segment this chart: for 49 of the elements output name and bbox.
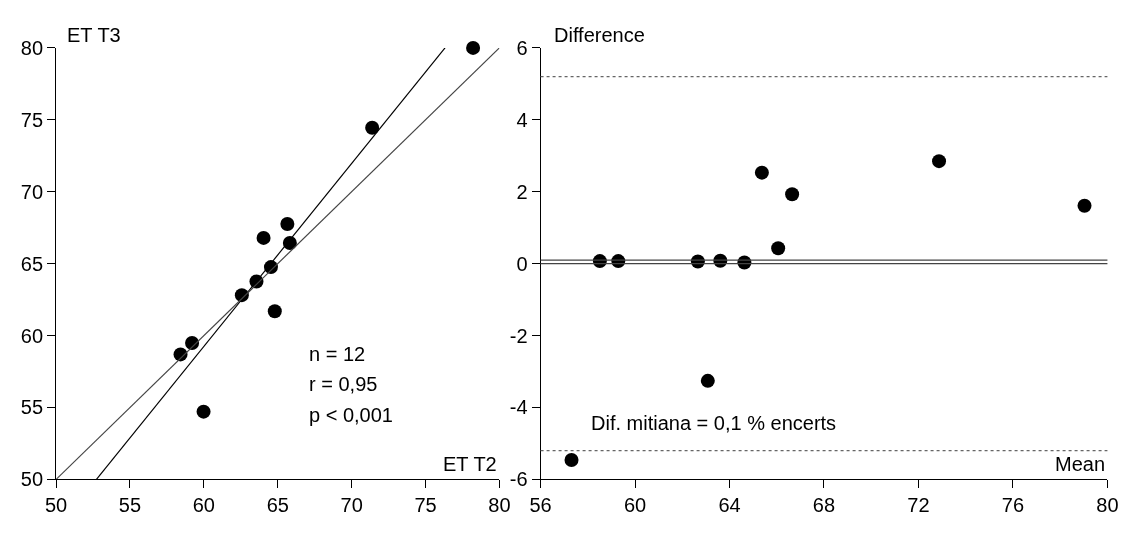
x-tick-label: 70 [340, 494, 363, 517]
x-tick-label: 80 [1096, 494, 1119, 517]
y-tick-label: 6 [516, 36, 528, 59]
y-axis-title: Difference [554, 24, 645, 46]
x-tick-label: 56 [529, 494, 552, 517]
point [280, 216, 295, 231]
point [256, 230, 271, 245]
annotation: Dif. mitiana = 0,1 % encerts [591, 412, 837, 434]
y-tick-label: -2 [509, 324, 528, 347]
annotation: p < 0,001 [309, 404, 393, 426]
x-tick-label: 64 [718, 494, 741, 517]
point [1077, 198, 1092, 213]
y-tick-label: 75 [20, 108, 44, 131]
y-tick-label: 55 [20, 396, 44, 419]
x-tick-label: 76 [1001, 494, 1025, 517]
y-tick-label: 80 [20, 36, 44, 59]
x-tick-label: 75 [414, 494, 437, 517]
point [754, 165, 769, 180]
point [932, 154, 947, 169]
point [564, 452, 579, 467]
y-tick-label: 50 [20, 468, 44, 491]
y-axis-title: ET T3 [67, 24, 121, 46]
x-tick-label: 55 [118, 494, 142, 517]
point [196, 404, 211, 419]
point [267, 304, 282, 319]
point [466, 40, 481, 55]
y-tick-label: 65 [20, 252, 44, 275]
x-tick-label: 80 [488, 494, 511, 517]
y-tick-label: 4 [516, 108, 528, 131]
x-tick-label: 72 [907, 494, 930, 517]
x-axis-title: ET T2 [443, 453, 497, 475]
x-tick-label: 68 [812, 494, 836, 517]
point [365, 120, 380, 135]
x-tick-label: 60 [192, 494, 215, 517]
x-tick-label: 60 [623, 494, 647, 517]
point [771, 241, 786, 256]
y-tick-label: -6 [509, 468, 528, 491]
point [785, 187, 800, 202]
x-tick-label: 50 [44, 494, 68, 517]
annotation: n = 12 [309, 343, 366, 365]
annotation: r = 0,95 [309, 373, 378, 395]
y-tick-label: 70 [20, 180, 44, 203]
y-tick-label: -4 [509, 396, 528, 419]
x-axis-title: Mean [1055, 453, 1106, 475]
x-tick-label: 65 [266, 494, 289, 517]
y-tick-label: 2 [516, 180, 528, 203]
y-tick-label: 60 [20, 324, 44, 347]
y-tick-label: 0 [516, 252, 528, 275]
point [700, 373, 715, 388]
